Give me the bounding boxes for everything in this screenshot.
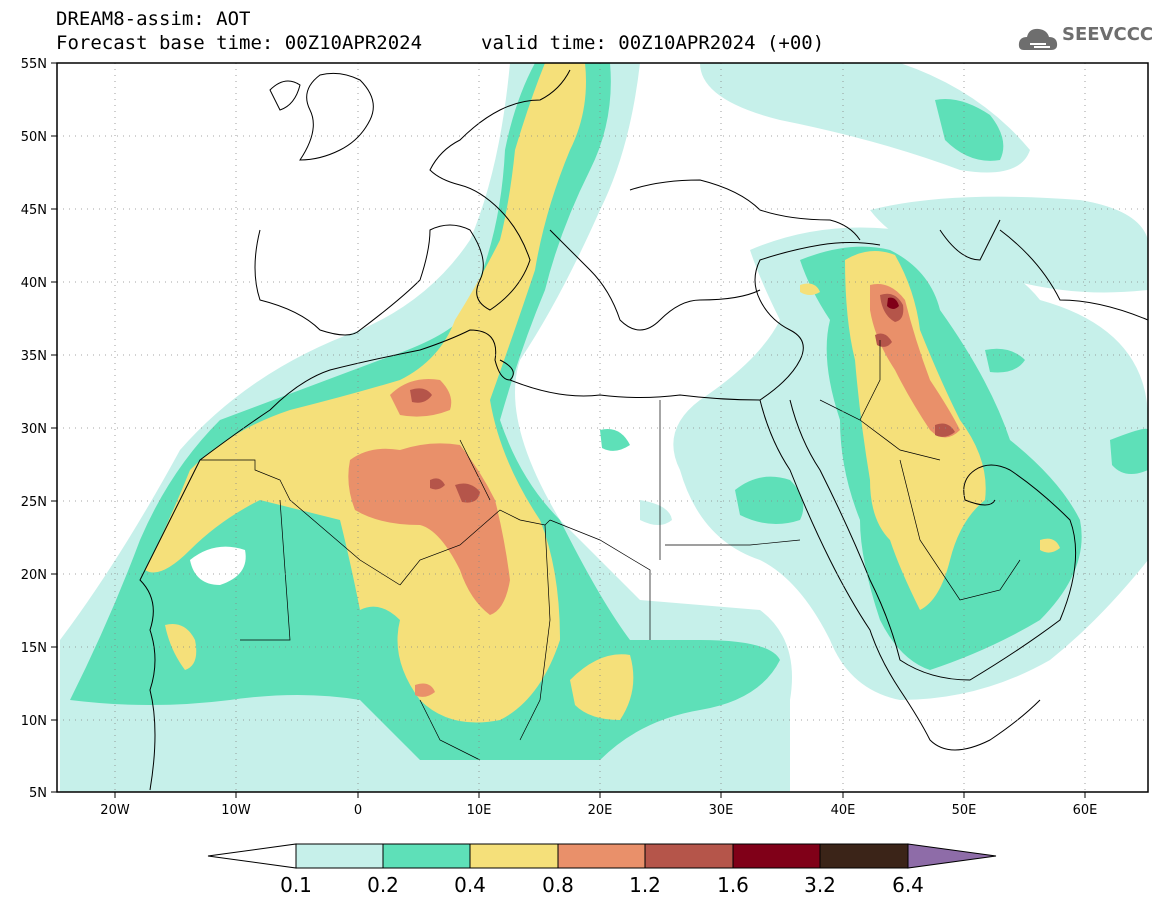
logo-text: SEEVCCC (1062, 24, 1154, 45)
colorbar (207, 843, 997, 869)
lon-label: 0 (354, 803, 362, 818)
colorbar-swatch (469, 843, 559, 869)
colorbar-label: 0.8 (542, 873, 574, 897)
aot-field (57, 63, 1148, 792)
base-time: Forecast base time: 00Z10APR2024 (56, 32, 423, 54)
lon-label: 40E (831, 803, 856, 818)
lon-label: 10W (221, 803, 251, 818)
lat-label: 10N (21, 714, 47, 729)
colorbar-min-arrow (207, 843, 297, 869)
lat-label: 35N (21, 349, 47, 364)
lon-label: 10E (467, 803, 492, 818)
coastlines (139, 69, 1148, 791)
colorbar-label: 6.4 (892, 873, 924, 897)
lat-label: 55N (21, 57, 47, 72)
colorbar-max-arrow (907, 843, 997, 869)
colorbar-swatch (732, 843, 821, 869)
colorbar-label: 0.2 (367, 873, 399, 897)
valid-time: valid time: 00Z10APR2024 (+00) (481, 32, 825, 54)
colorbar-label: 0.4 (454, 873, 486, 897)
borders (200, 340, 1021, 761)
colorbar-label: 0.1 (280, 873, 312, 897)
map-title: DREAM8-assim: AOT (56, 8, 251, 30)
lat-label: 40N (21, 276, 47, 291)
colorbar-swatch (295, 843, 384, 869)
axis-ticks (51, 62, 1086, 798)
colorbar-label: 3.2 (804, 873, 836, 897)
colorbar-label: 1.6 (717, 873, 749, 897)
lat-label: 45N (21, 203, 47, 218)
colorbar-swatch (644, 843, 734, 869)
lon-label: 20W (100, 803, 130, 818)
cloud-icon (1018, 28, 1058, 50)
lon-label: 50E (952, 803, 977, 818)
lon-label: 30E (709, 803, 734, 818)
lat-label: 25N (21, 495, 47, 510)
colorbar-label: 1.2 (629, 873, 661, 897)
lat-label: 20N (21, 568, 47, 583)
lon-label: 60E (1073, 803, 1098, 818)
lat-label: 50N (21, 130, 47, 145)
colorbar-swatch (557, 843, 646, 869)
colorbar-swatch (819, 843, 909, 869)
forecast-time-line: Forecast base time: 00Z10APR2024 valid ti… (56, 32, 824, 54)
colorbar-swatch (382, 843, 471, 869)
lat-label: 30N (21, 422, 47, 437)
lat-label: 15N (21, 641, 47, 656)
lat-label: 5N (29, 786, 47, 801)
lon-label: 20E (588, 803, 613, 818)
